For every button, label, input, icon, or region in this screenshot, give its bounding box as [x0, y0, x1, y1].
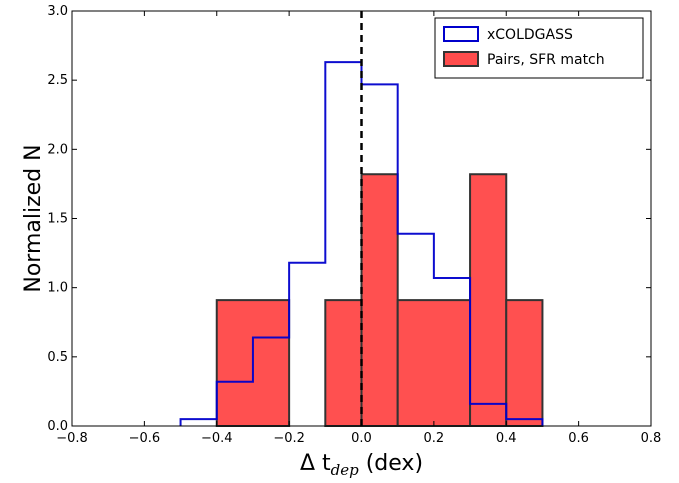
legend-swatch-pairs-sfr-match: [443, 51, 479, 67]
y-tick-label: 1.0: [47, 281, 68, 296]
x-tick-label: 0.2: [424, 431, 445, 446]
x-tick-label: −0.6: [129, 431, 161, 446]
x-axis-label-unit: (dex): [359, 451, 423, 476]
x-tick-label: 0.4: [496, 431, 517, 446]
legend-swatch-xcoldgass: [443, 26, 479, 42]
y-tick-label: 1.5: [47, 212, 68, 227]
y-axis-label: Normalized N: [21, 144, 46, 292]
legend: xCOLDGASS Pairs, SFR match: [434, 17, 644, 79]
y-tick-label: 2.5: [47, 73, 68, 88]
x-tick-label: −0.8: [56, 431, 88, 446]
x-axis-label: Δ tdep (dex): [300, 451, 423, 479]
pairs-bar-2: [360, 173, 399, 427]
x-tick-label: −0.4: [201, 431, 233, 446]
pairs-bar-1: [324, 299, 363, 427]
x-tick-label: 0.8: [641, 431, 662, 446]
y-tick-label: 3.0: [47, 4, 68, 19]
x-tick-label: −0.2: [273, 431, 305, 446]
x-axis-label-subscript: dep: [331, 461, 359, 479]
x-axis-label-main: Δ t: [300, 451, 331, 476]
x-tick-label: 0.6: [568, 431, 589, 446]
pairs-sfr-match-bars: [215, 173, 544, 427]
y-axis-ticks: 0.0 0.5 1.0 1.5 2.0 2.5 3.0: [47, 4, 651, 434]
pairs-bar-5: [505, 299, 544, 427]
y-tick-label: 0.0: [47, 419, 68, 434]
y-tick-label: 0.5: [47, 350, 68, 365]
legend-label-pairs-sfr-match: Pairs, SFR match: [487, 52, 605, 68]
y-tick-label: 2.0: [47, 142, 68, 157]
pairs-bar-4: [469, 173, 508, 427]
x-axis-ticks: −0.8 −0.6 −0.4 −0.2 0.0 0.2 0.4 0.6 0.8: [56, 11, 661, 446]
legend-label-xcoldgass: xCOLDGASS: [487, 27, 573, 43]
x-tick-label: 0.0: [351, 431, 372, 446]
pairs-bar-3: [396, 299, 472, 427]
